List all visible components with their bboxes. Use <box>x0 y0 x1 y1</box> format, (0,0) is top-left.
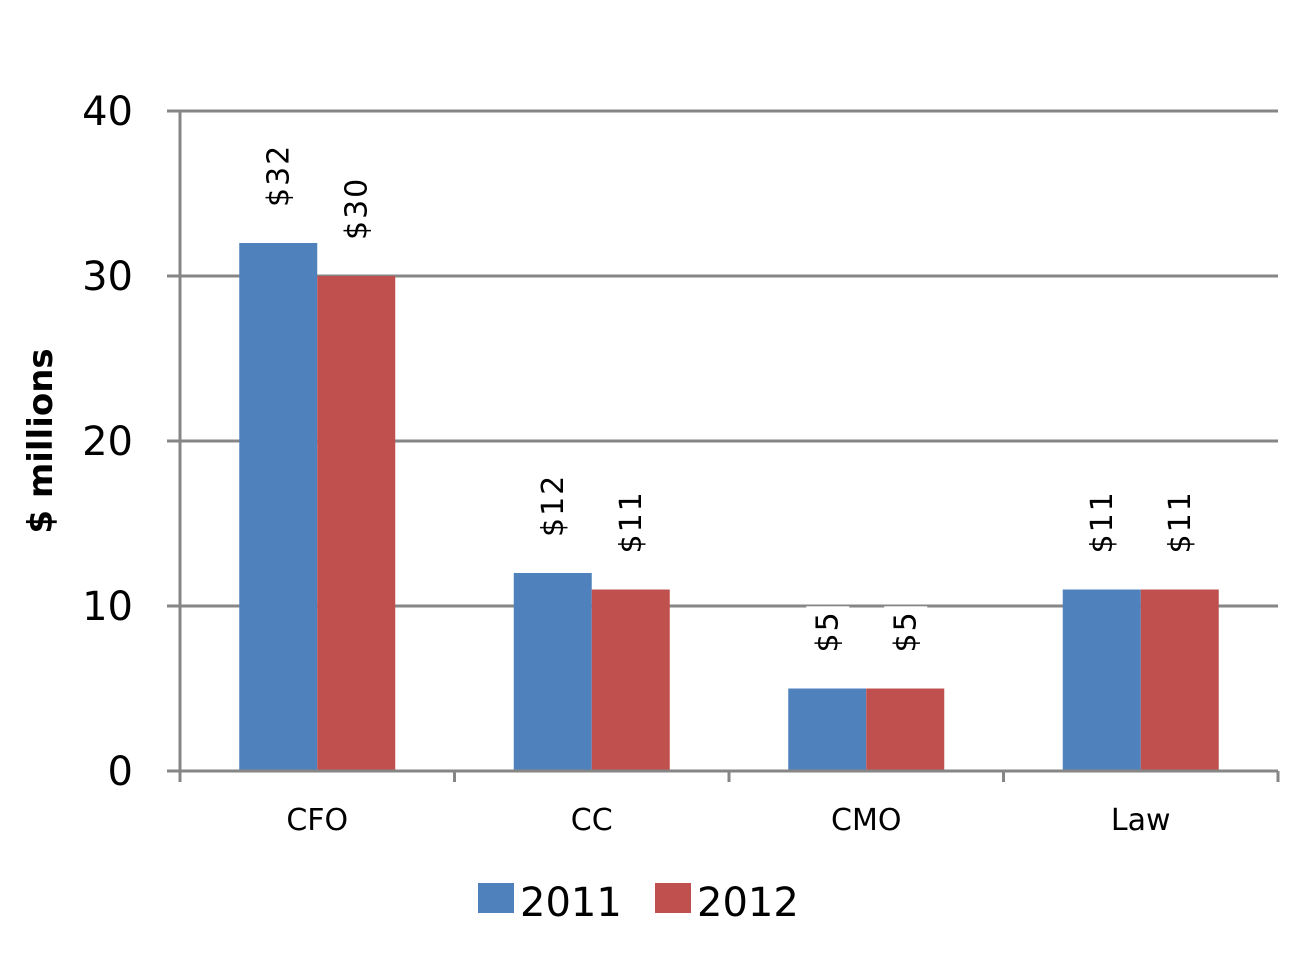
data-label-background <box>884 606 928 657</box>
data-label: $12 <box>536 474 571 537</box>
bar-2012-Law <box>1140 589 1219 771</box>
data-labels: $32 $30 $12 $11 $5 $5 $11 $11 <box>257 139 1202 657</box>
y-tick-label: 20 <box>82 419 133 465</box>
y-tick-label: 40 <box>82 89 133 135</box>
bar-2012-CC <box>591 589 670 771</box>
data-label: $5 <box>888 610 923 652</box>
y-tick-label: 30 <box>82 254 133 300</box>
axes <box>167 109 1280 782</box>
legend-label: 2012 <box>697 880 799 926</box>
bar-2011-CFO <box>239 243 318 771</box>
bars <box>239 243 1219 771</box>
x-category-labels: CFO CC CMO Law <box>286 803 1170 838</box>
data-label-background <box>531 469 575 541</box>
y-tick-label: 0 <box>108 749 133 795</box>
legend: 2011 2012 <box>478 880 799 926</box>
x-category-label: CFO <box>286 803 348 838</box>
y-tick-labels: 0 10 20 30 40 <box>82 89 133 795</box>
data-label: $5 <box>810 610 845 652</box>
bar-2011-Law <box>1062 589 1141 771</box>
x-category-label: Law <box>1111 803 1171 838</box>
data-label-background <box>609 486 653 558</box>
data-label: $30 <box>339 177 374 240</box>
bar-2011-CC <box>513 573 592 771</box>
data-label: $11 <box>1085 490 1120 553</box>
data-label-background <box>335 172 379 244</box>
data-label: $32 <box>261 144 296 207</box>
x-category-label: CMO <box>831 803 901 838</box>
data-label-background <box>257 139 301 211</box>
bar-2012-CFO <box>317 276 396 771</box>
x-category-label: CC <box>571 803 613 838</box>
data-label: $11 <box>614 490 649 553</box>
data-label-background <box>806 606 850 657</box>
data-label-background <box>1080 486 1124 558</box>
data-label: $11 <box>1163 490 1198 553</box>
legend-swatch-2011 <box>478 883 514 913</box>
bar-2012-CMO <box>866 688 945 771</box>
bar-2011-CMO <box>788 688 867 771</box>
legend-label: 2011 <box>520 880 622 926</box>
data-label-background <box>1158 486 1202 558</box>
y-axis-title: $ millions <box>21 348 61 533</box>
y-tick-label: 10 <box>82 584 133 630</box>
legend-swatch-2012 <box>655 883 691 913</box>
